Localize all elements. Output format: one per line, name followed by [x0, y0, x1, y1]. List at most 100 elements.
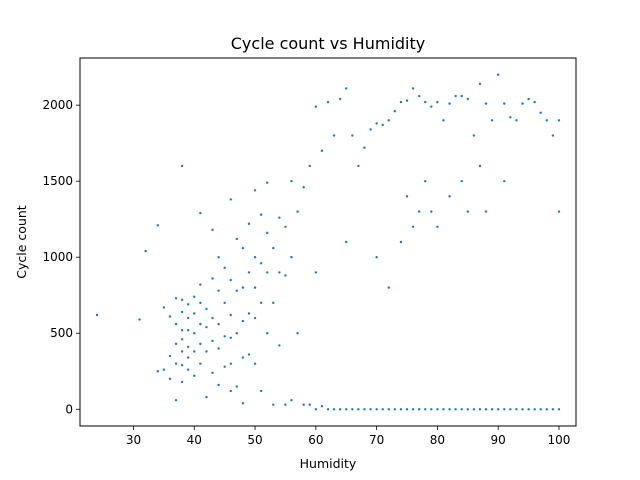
- data-point: [387, 119, 390, 122]
- x-tick-label: 30: [126, 433, 141, 447]
- data-point: [223, 266, 226, 270]
- data-point: [278, 344, 281, 347]
- data-point: [430, 105, 433, 108]
- data-point: [460, 408, 463, 411]
- data-point: [229, 198, 232, 201]
- data-point: [156, 224, 160, 227]
- data-point: [180, 164, 184, 168]
- data-point: [503, 179, 506, 183]
- data-point: [460, 94, 463, 98]
- data-point: [369, 128, 372, 131]
- data-point: [357, 408, 360, 411]
- data-point: [296, 210, 299, 213]
- data-point: [253, 362, 257, 365]
- data-point: [399, 100, 403, 104]
- data-point: [259, 262, 263, 265]
- data-point: [557, 119, 561, 122]
- data-point: [205, 325, 208, 329]
- data-point: [436, 225, 439, 228]
- data-point: [199, 211, 202, 215]
- data-point: [539, 111, 542, 114]
- data-point: [278, 216, 281, 219]
- data-point: [442, 119, 445, 122]
- data-point: [472, 408, 476, 411]
- data-point: [417, 94, 421, 98]
- data-point: [211, 228, 214, 232]
- data-point: [527, 408, 530, 411]
- data-point: [199, 283, 202, 286]
- data-point: [375, 408, 378, 411]
- data-point: [430, 408, 433, 411]
- data-point: [345, 408, 348, 411]
- data-point: [411, 408, 415, 411]
- data-point: [405, 408, 409, 411]
- data-point: [217, 289, 220, 292]
- data-point: [436, 100, 439, 104]
- data-point: [515, 408, 518, 411]
- data-point: [186, 368, 190, 371]
- data-point: [399, 240, 403, 244]
- data-point: [375, 122, 378, 125]
- data-point: [357, 164, 360, 168]
- data-point: [223, 301, 226, 305]
- data-point: [247, 353, 251, 356]
- data-point: [515, 119, 518, 122]
- data-point: [199, 301, 202, 305]
- data-point: [393, 110, 397, 113]
- data-point: [205, 350, 208, 353]
- data-point: [454, 94, 457, 98]
- data-point: [466, 210, 470, 213]
- data-point: [411, 87, 415, 90]
- data-point: [217, 256, 220, 259]
- data-point: [180, 328, 184, 332]
- data-point: [448, 102, 451, 105]
- data-point: [496, 408, 500, 411]
- data-point: [338, 97, 342, 101]
- data-point: [472, 134, 476, 137]
- x-tick-label: 50: [247, 433, 262, 447]
- data-point: [217, 347, 220, 350]
- data-point: [460, 179, 463, 183]
- data-point: [557, 210, 561, 213]
- data-point: [351, 134, 354, 137]
- data-point: [417, 408, 421, 411]
- data-point: [241, 319, 245, 323]
- data-point: [199, 322, 202, 326]
- data-point: [235, 385, 239, 388]
- data-point: [314, 271, 318, 274]
- y-tick-label: 1000: [42, 250, 73, 264]
- data-point: [223, 365, 226, 368]
- data-point: [290, 398, 293, 402]
- data-point: [314, 105, 318, 108]
- data-point: [478, 164, 482, 168]
- data-point: [308, 403, 311, 406]
- data-point: [247, 222, 251, 225]
- x-tick-label: 100: [548, 433, 571, 447]
- data-point: [241, 246, 245, 250]
- data-point: [278, 271, 281, 274]
- data-point: [180, 310, 184, 314]
- data-point: [266, 181, 269, 184]
- x-tick-label: 80: [430, 433, 445, 447]
- data-point: [211, 277, 214, 280]
- data-point: [332, 408, 336, 411]
- data-point: [272, 301, 275, 305]
- data-point: [193, 312, 196, 315]
- data-point: [345, 87, 348, 90]
- data-point: [253, 256, 257, 259]
- data-point: [174, 398, 178, 402]
- data-point: [205, 395, 208, 399]
- data-point: [424, 179, 427, 183]
- data-point: [411, 225, 415, 228]
- data-point: [162, 368, 166, 371]
- data-point: [466, 97, 470, 101]
- data-point: [272, 403, 275, 406]
- data-point: [272, 246, 275, 250]
- data-point: [436, 408, 439, 411]
- data-point: [478, 408, 482, 411]
- data-point: [138, 318, 141, 321]
- data-point: [314, 408, 318, 411]
- data-points: [95, 73, 561, 411]
- data-point: [551, 408, 555, 411]
- data-point: [284, 225, 287, 228]
